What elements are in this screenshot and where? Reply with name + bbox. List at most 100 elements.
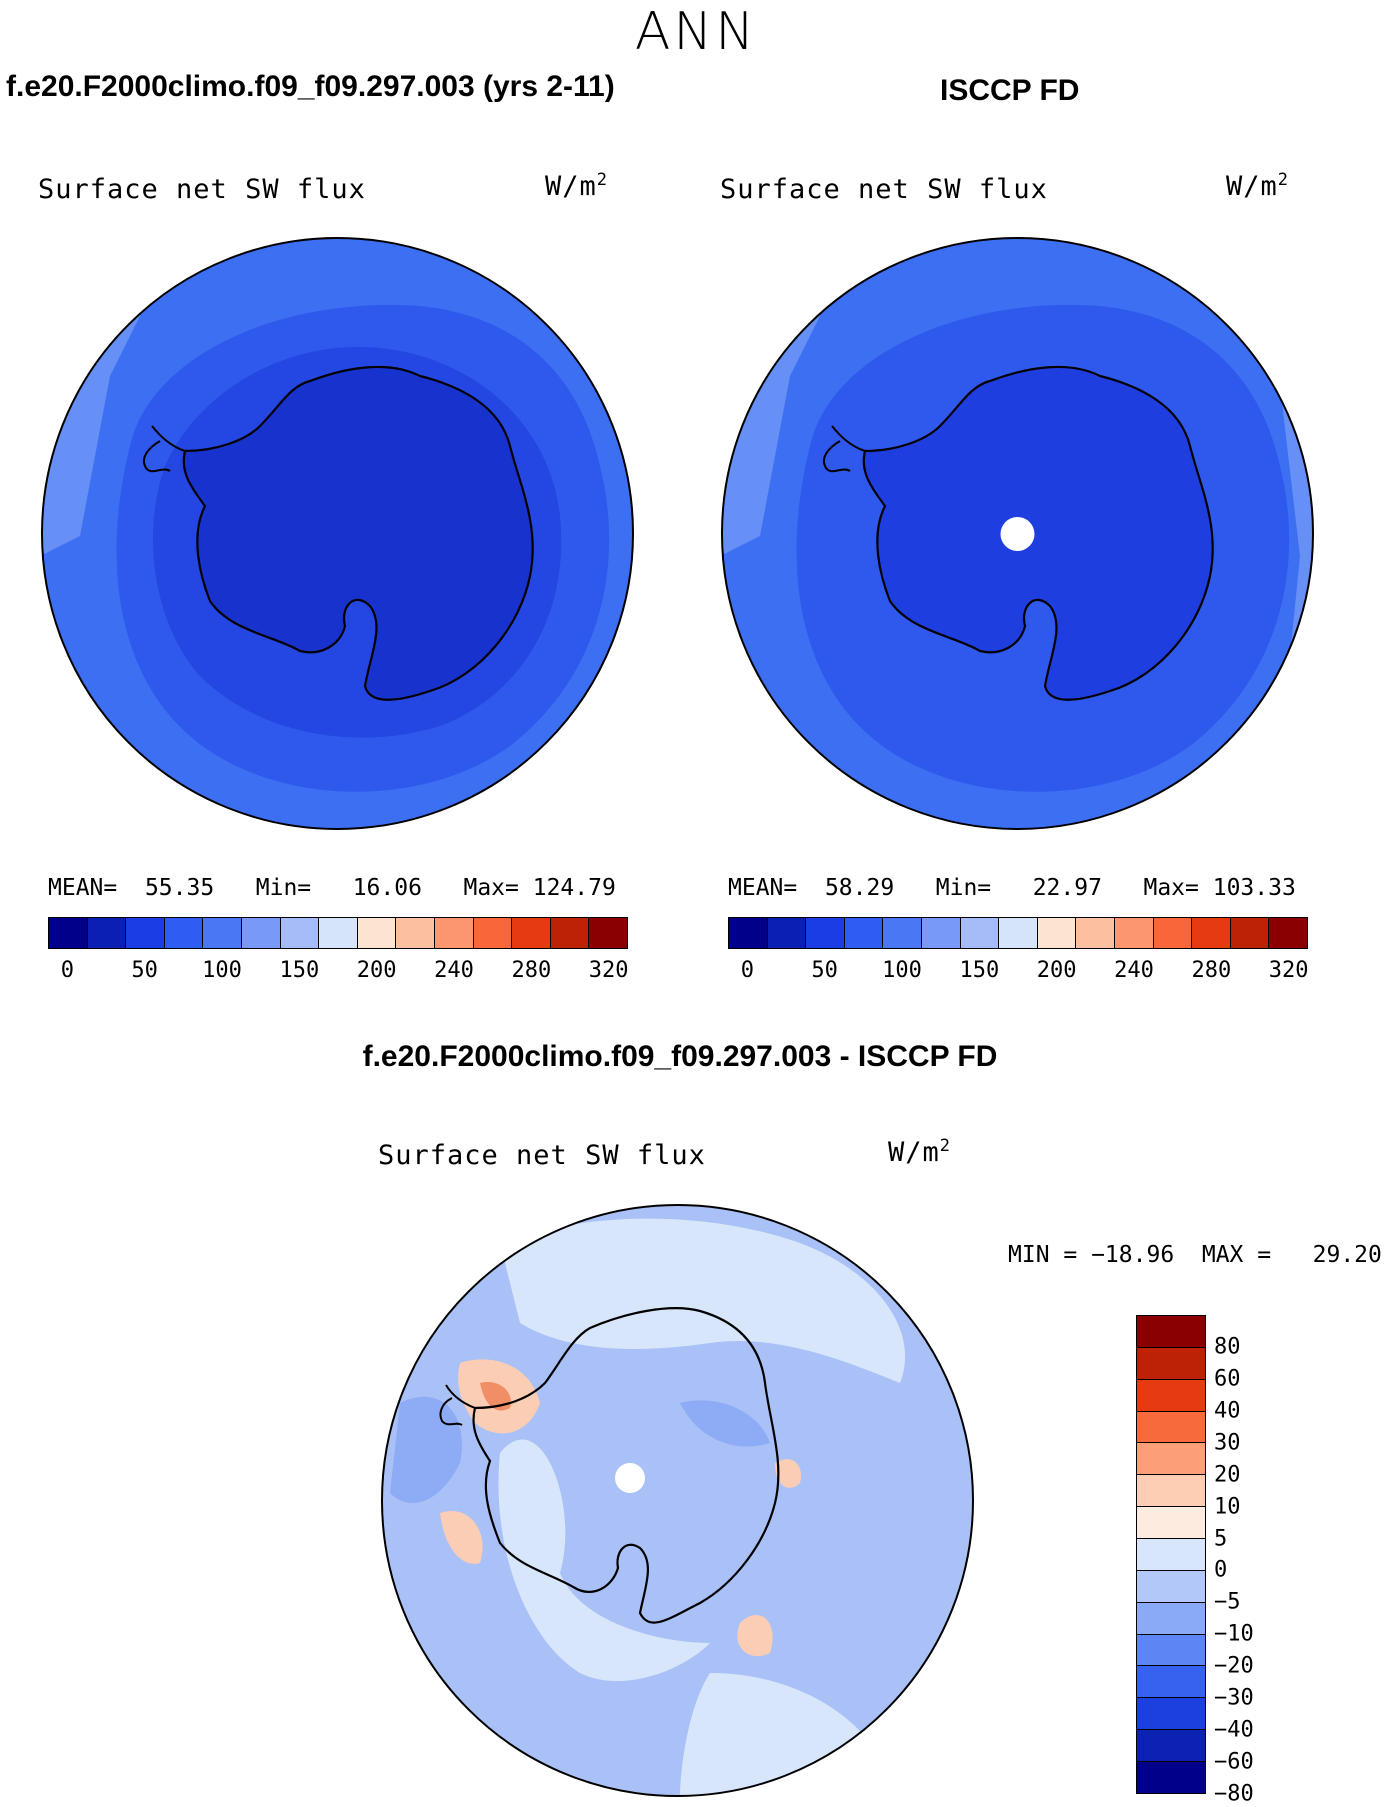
diff-colorbar-swatch bbox=[1137, 1602, 1205, 1635]
diff-colorbar bbox=[1136, 1315, 1206, 1794]
diff-colorbar-swatch bbox=[1137, 1666, 1205, 1699]
colorbar-tick-label: 100 bbox=[882, 958, 922, 983]
colorbar-swatch bbox=[1076, 918, 1115, 948]
diff-panel-title: f.e20.F2000climo.f09_f09.297.003 - ISCCP… bbox=[362, 1040, 998, 1073]
diff-colorbar-tick-label: −60 bbox=[1214, 1749, 1254, 1775]
diff-colorbar-tick-label: −30 bbox=[1214, 1685, 1254, 1711]
diff-colorbar-tick-label: −5 bbox=[1214, 1589, 1241, 1615]
diff-colorbar-swatch bbox=[1137, 1507, 1205, 1540]
colorbar-swatch bbox=[319, 918, 358, 948]
diff-colorbar-swatch bbox=[1137, 1316, 1205, 1348]
colorbar-tick-label: 150 bbox=[279, 958, 320, 983]
colorbar-tick-label: 200 bbox=[356, 958, 397, 983]
diff-colorbar-tick-label: 30 bbox=[1214, 1430, 1241, 1456]
diff-colorbar-swatch bbox=[1137, 1347, 1205, 1380]
colorbar-swatch bbox=[1037, 918, 1077, 948]
obs-stats: MEAN= 58.29 Min= 22.97 Max= 103.33 bbox=[728, 875, 1296, 901]
diff-positive-wedge bbox=[440, 1511, 483, 1564]
diff-colorbar-tick-label: 40 bbox=[1214, 1398, 1241, 1424]
colorbar-swatch bbox=[396, 918, 435, 948]
colorbar-tick-label: 200 bbox=[1036, 958, 1077, 983]
colorbar-tick-label: 240 bbox=[1114, 958, 1154, 983]
diff-colorbar-swatch bbox=[1137, 1475, 1205, 1508]
colorbar-swatch bbox=[1230, 918, 1270, 948]
diff-colorbar-swatch bbox=[1137, 1698, 1205, 1731]
diff-colorbar-swatch bbox=[1137, 1443, 1205, 1476]
colorbar-swatch bbox=[512, 918, 551, 948]
antarctica-continent bbox=[863, 366, 1213, 700]
colorbar-swatch bbox=[203, 918, 242, 948]
colorbar-swatch bbox=[806, 918, 845, 948]
colorbar-swatch bbox=[589, 918, 627, 948]
obs-polar-map bbox=[721, 237, 1314, 830]
colorbar-swatch bbox=[767, 918, 807, 948]
antarctica-coastline bbox=[862, 365, 1214, 701]
model-panel-title: f.e20.F2000climo.f09_f09.297.003 (yrs 2-… bbox=[6, 70, 615, 103]
diff-mid-region bbox=[680, 1400, 770, 1447]
antarctic-peninsula bbox=[142, 425, 186, 473]
colorbar-swatch bbox=[49, 918, 88, 948]
model-colorbar-ticks: 0 50 100 150 200 240 280 320 bbox=[48, 958, 629, 988]
pole-hole bbox=[615, 1463, 645, 1493]
pole-hole bbox=[1000, 517, 1035, 551]
obs-colorbar-ticks: 0 50 100 150 200 240 280 320 bbox=[728, 958, 1309, 988]
diff-colorbar-swatch bbox=[1137, 1411, 1205, 1444]
diff-minmax: MIN = −18.96 MAX = 29.20 bbox=[1008, 1242, 1382, 1268]
model-polar-map bbox=[41, 237, 634, 830]
obs-variable-label: Surface net SW flux bbox=[720, 174, 1048, 205]
diff-variable-label: Surface net SW flux bbox=[378, 1140, 706, 1171]
antarctic-peninsula bbox=[822, 425, 866, 473]
colorbar-tick-label: 50 bbox=[131, 958, 158, 983]
diff-colorbar-tick-label: 20 bbox=[1214, 1462, 1241, 1488]
diff-colorbar-swatch bbox=[1137, 1634, 1205, 1667]
colorbar-swatch bbox=[960, 918, 1000, 948]
colorbar-swatch bbox=[999, 918, 1038, 948]
model-variable-label: Surface net SW flux bbox=[38, 174, 366, 205]
colorbar-swatch bbox=[434, 918, 474, 948]
diff-units-label: W/m2 bbox=[888, 1136, 952, 1168]
diff-colorbar-swatch bbox=[1137, 1379, 1205, 1412]
diff-colorbar-tick-label: 0 bbox=[1214, 1557, 1228, 1583]
antarctica-coastline bbox=[182, 365, 534, 701]
antarctica-continent bbox=[183, 366, 533, 700]
diff-colorbar-swatch bbox=[1137, 1539, 1205, 1571]
model-colorbar bbox=[48, 917, 628, 949]
diff-light-region-north bbox=[500, 1218, 906, 1383]
colorbar-swatch bbox=[1153, 918, 1193, 948]
colorbar-swatch bbox=[1114, 918, 1154, 948]
obs-panel-title: ISCCP FD bbox=[940, 74, 1080, 107]
colorbar-swatch bbox=[280, 918, 320, 948]
colorbar-tick-label: 280 bbox=[511, 958, 552, 983]
colorbar-swatch bbox=[844, 918, 884, 948]
diff-colorbar-tick-label: −40 bbox=[1214, 1717, 1254, 1743]
diff-colorbar-tick-label: −20 bbox=[1214, 1653, 1254, 1679]
colorbar-swatch bbox=[473, 918, 513, 948]
antarctica-coastline bbox=[472, 1307, 780, 1624]
colorbar-tick-label: 280 bbox=[1191, 958, 1232, 983]
colorbar-swatch bbox=[883, 918, 922, 948]
diff-colorbar-tick-label: 60 bbox=[1214, 1366, 1241, 1392]
colorbar-swatch bbox=[1269, 918, 1307, 948]
diff-light-region-ring bbox=[498, 1439, 710, 1682]
obs-colorbar bbox=[728, 917, 1308, 949]
diff-colorbar-tick-label: 10 bbox=[1214, 1494, 1241, 1520]
diff-positive-southeast bbox=[737, 1614, 773, 1657]
model-units-label: W/m2 bbox=[545, 170, 609, 202]
colorbar-tick-label: 320 bbox=[588, 958, 629, 983]
colorbar-tick-label: 50 bbox=[811, 958, 838, 983]
colorbar-tick-label: 150 bbox=[959, 958, 1000, 983]
colorbar-tick-label: 320 bbox=[1268, 958, 1309, 983]
diff-colorbar-tick-label: 80 bbox=[1214, 1334, 1241, 1360]
colorbar-swatch bbox=[241, 918, 281, 948]
diff-colorbar-swatch bbox=[1137, 1570, 1205, 1603]
colorbar-swatch bbox=[921, 918, 961, 948]
diff-colorbar-tick-label: −10 bbox=[1214, 1621, 1254, 1647]
colorbar-swatch bbox=[126, 918, 165, 948]
colorbar-tick-label: 0 bbox=[740, 958, 754, 983]
antarctic-peninsula bbox=[439, 1384, 476, 1426]
diff-colorbar-swatch bbox=[1137, 1730, 1205, 1763]
obs-units-label: W/m2 bbox=[1226, 170, 1290, 202]
model-stats: MEAN= 55.35 Min= 16.06 Max= 124.79 bbox=[48, 875, 616, 901]
colorbar-swatch bbox=[87, 918, 127, 948]
diff-positive-east bbox=[775, 1459, 801, 1488]
